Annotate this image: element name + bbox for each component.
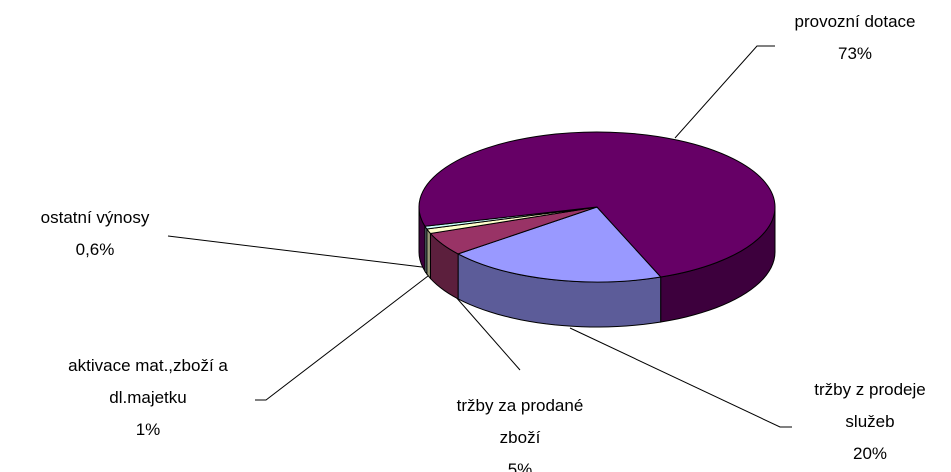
label-value: 20% bbox=[852, 444, 888, 463]
label-name: aktivace mat.,zboží a dl.majetku bbox=[68, 356, 228, 407]
slice-label: provozní dotace 73% bbox=[770, 6, 940, 70]
leader-line bbox=[674, 45, 775, 139]
label-name: tržby za prodané zboží bbox=[456, 396, 584, 447]
label-name: tržby z prodeje služeb bbox=[814, 380, 926, 431]
label-value: 5% bbox=[507, 460, 533, 472]
label-name: provozní dotace bbox=[794, 12, 916, 31]
label-value: 73% bbox=[837, 44, 873, 63]
slice-label: tržby z prodeje služeb 20% bbox=[790, 374, 950, 470]
label-name: ostatní výnosy bbox=[40, 208, 150, 227]
leader-line bbox=[454, 295, 521, 371]
slice bbox=[456, 206, 662, 283]
label-value: 1% bbox=[135, 420, 161, 439]
leader-line bbox=[569, 327, 792, 428]
slice bbox=[418, 131, 776, 278]
slice-label: ostatní výnosy 0,6% bbox=[5, 202, 185, 266]
label-value: 0,6% bbox=[75, 240, 115, 259]
leader-line bbox=[255, 275, 429, 401]
slice-label: tržby za prodané zboží 5% bbox=[440, 390, 600, 472]
slice-side bbox=[426, 227, 431, 280]
leader-line bbox=[167, 235, 431, 269]
slice-label: aktivace mat.,zboží a dl.majetku 1% bbox=[58, 350, 238, 446]
